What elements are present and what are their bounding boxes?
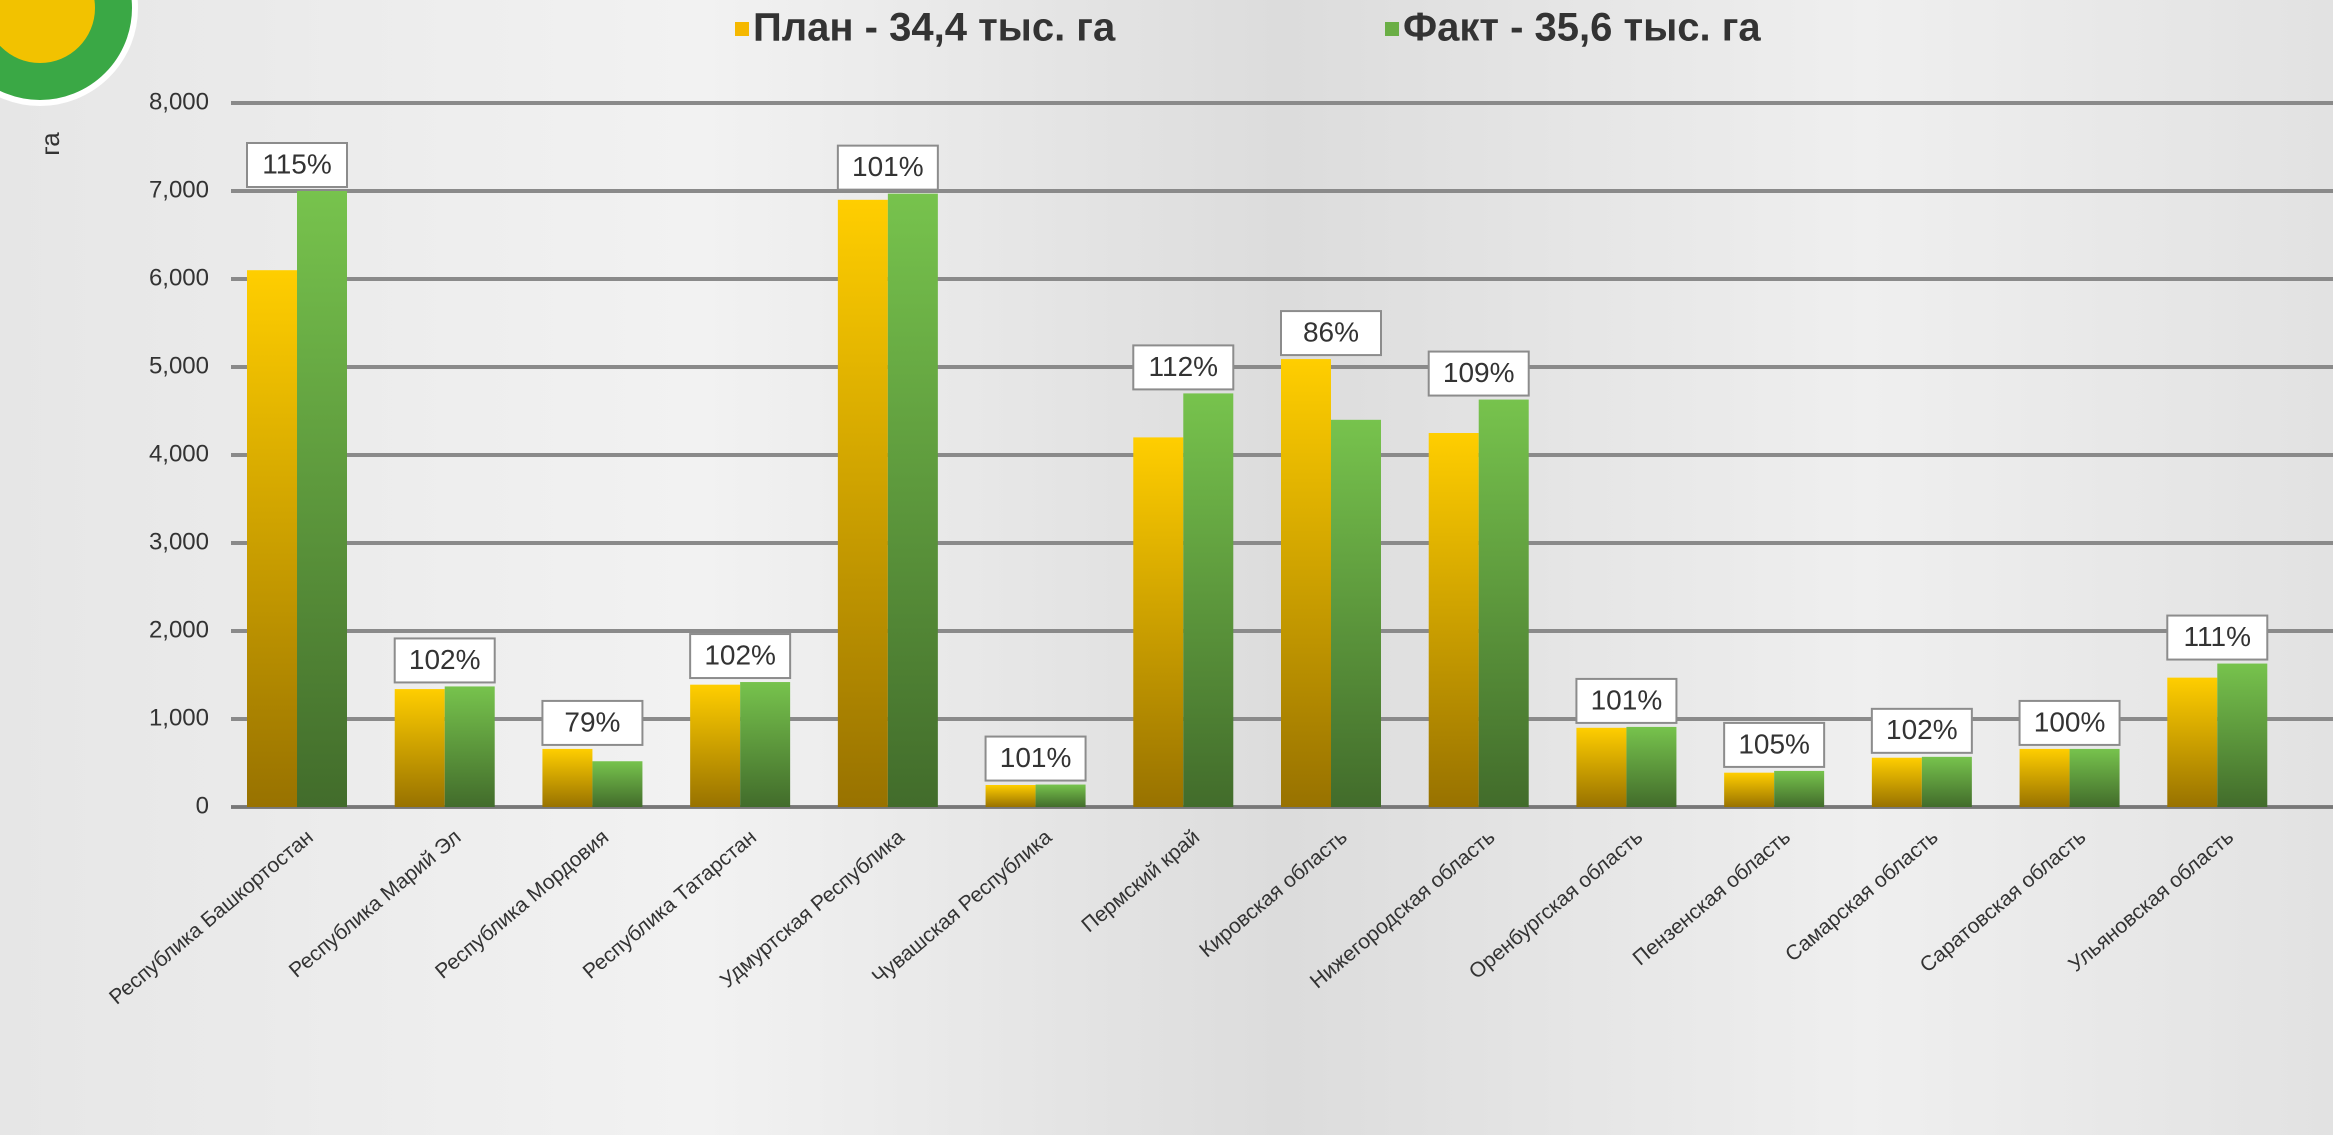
y-tick-label: 1,000 <box>149 704 209 731</box>
x-tick-label: Республика Башкортостан <box>105 825 318 1009</box>
annotation: 102% <box>1886 714 1958 745</box>
bar <box>247 270 297 807</box>
legend-label: План - 34,4 тыс. га <box>753 6 1116 50</box>
annotation: 79% <box>564 706 620 737</box>
annotation: 111% <box>2184 621 2251 652</box>
bar <box>837 199 888 808</box>
y-tick-label: 5,000 <box>149 352 209 379</box>
annotation: 101% <box>852 151 924 182</box>
bar <box>2069 748 2120 807</box>
bar <box>1133 437 1184 807</box>
bar <box>690 684 741 807</box>
x-tick-label: Ульяновская область <box>2064 825 2238 976</box>
x-tick-label: Саратовская область <box>1916 825 2091 977</box>
annotation: 112% <box>1149 351 1219 382</box>
annotation: 101% <box>1591 684 1663 715</box>
annotation-box <box>246 142 348 188</box>
legend-swatch <box>735 22 749 36</box>
annotation-box <box>2018 699 2121 746</box>
annotation-box <box>984 735 1087 782</box>
bar <box>1035 784 1086 807</box>
annotation-box <box>1870 707 1973 754</box>
bar <box>1331 419 1381 807</box>
bar <box>985 785 1036 807</box>
y-tick-label: 3,000 <box>149 528 209 555</box>
bar <box>2019 748 2070 807</box>
annotation-box <box>1575 677 1678 724</box>
bar <box>2167 677 2218 807</box>
bar <box>1183 393 1234 807</box>
bar <box>394 689 445 807</box>
bar <box>740 682 791 807</box>
bar <box>1576 727 1627 807</box>
annotation: 101% <box>1000 742 1072 773</box>
y-tick-label: 6,000 <box>149 264 209 291</box>
x-tick-label: Пермский край <box>1077 825 1204 937</box>
bar <box>887 193 938 807</box>
annotation-box <box>393 637 496 684</box>
bar <box>2217 663 2268 807</box>
bar <box>444 686 495 807</box>
annotation-box <box>1132 344 1235 391</box>
bar <box>542 748 593 807</box>
y-tick-label: 8,000 <box>149 88 209 115</box>
y-tick-label: 4,000 <box>149 440 209 467</box>
annotation-box <box>1427 350 1530 397</box>
bar <box>1921 756 1972 807</box>
annotation: 100% <box>2034 706 2106 737</box>
annotation-box <box>1280 310 1382 357</box>
annotation-box <box>541 699 644 746</box>
legend-label: Факт - 35,6 тыс. га <box>1403 6 1761 50</box>
y-axis-title: га <box>35 132 65 156</box>
bar <box>1774 770 1825 807</box>
annotation-box <box>836 144 939 191</box>
bar <box>1478 399 1529 807</box>
annotation: 115% <box>262 148 332 179</box>
y-tick-label: 0 <box>196 792 209 819</box>
x-tick-label: Кировская область <box>1195 825 1352 962</box>
annotation-box <box>1723 721 1826 768</box>
logo <box>0 0 138 106</box>
annotation: 109% <box>1443 357 1515 388</box>
x-tick-label: Пензенская область <box>1629 825 1795 970</box>
legend-swatch <box>1385 22 1399 36</box>
bar <box>1724 772 1775 807</box>
y-tick-label: 7,000 <box>149 176 209 203</box>
bar <box>1281 359 1331 807</box>
y-tick-label: 2,000 <box>149 616 209 643</box>
annotation: 102% <box>704 639 776 670</box>
bar <box>592 761 643 807</box>
bar <box>1626 726 1677 807</box>
bar <box>1871 757 1922 807</box>
bar <box>297 191 347 807</box>
x-tick-label: Самарская область <box>1781 825 1943 966</box>
annotation-box <box>689 633 792 680</box>
bar <box>1428 433 1479 807</box>
annotation: 102% <box>409 644 481 675</box>
annotation-box <box>2166 614 2269 661</box>
annotation: 105% <box>1738 728 1810 759</box>
annotation: 86% <box>1303 316 1359 347</box>
